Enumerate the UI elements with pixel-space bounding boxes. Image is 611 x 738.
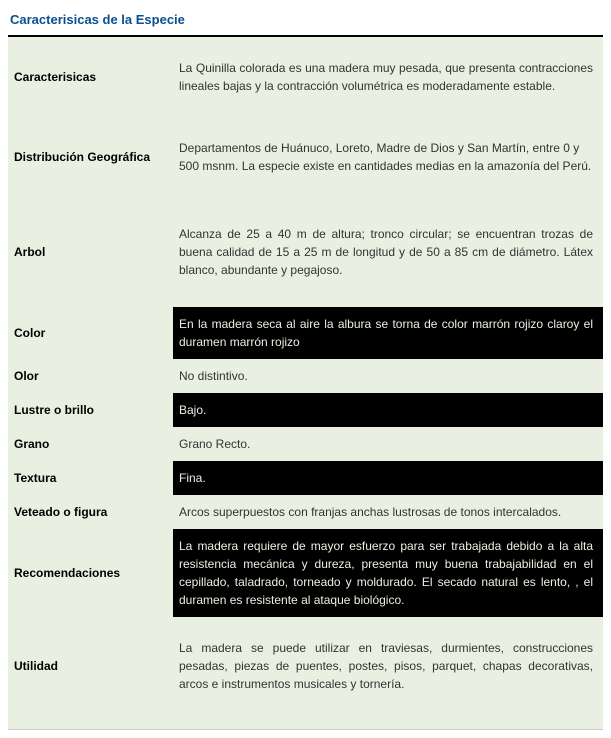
row-label: Arbol <box>8 197 173 307</box>
row-label: Utilidad <box>8 617 173 715</box>
row-value: Bajo. <box>173 393 603 427</box>
table-row: Distribución GeográficaDepartamentos de … <box>8 117 603 197</box>
row-value: Alcanza de 25 a 40 m de altura; tronco c… <box>173 197 603 307</box>
row-value: La Quinilla colorada es una madera muy p… <box>173 37 603 117</box>
table-row: Olor No distintivo. <box>8 359 603 393</box>
row-label: Caracterisicas <box>8 37 173 117</box>
row-value: No distintivo. <box>173 359 603 393</box>
section-title: Caracterisicas de la Especie <box>8 8 603 35</box>
species-table: CaracterisicasLa Quinilla colorada es un… <box>8 35 603 730</box>
table-row: CaracterisicasLa Quinilla colorada es un… <box>8 37 603 117</box>
table-row: GranoGrano Recto. <box>8 427 603 461</box>
row-label: Textura <box>8 461 173 495</box>
row-label: Olor <box>8 359 173 393</box>
table-footer-space <box>8 715 603 729</box>
row-label: Color <box>8 307 173 359</box>
row-value: Arcos superpuestos con franjas anchas lu… <box>173 495 603 529</box>
table-row: RecomendacionesLa madera requiere de may… <box>8 529 603 617</box>
table-row: ArbolAlcanza de 25 a 40 m de altura; tro… <box>8 197 603 307</box>
row-label: Veteado o figura <box>8 495 173 529</box>
row-label: Distribución Geográfica <box>8 117 173 197</box>
row-value: Departamentos de Huánuco, Loreto, Madre … <box>173 117 603 197</box>
table-row: Textura Fina. <box>8 461 603 495</box>
row-label: Lustre o brillo <box>8 393 173 427</box>
row-value: La madera se puede utilizar en traviesas… <box>173 617 603 715</box>
row-value: La madera requiere de mayor esfuerzo par… <box>173 529 603 617</box>
table-row: UtilidadLa madera se puede utilizar en t… <box>8 617 603 715</box>
row-value: En la madera seca al aire la albura se t… <box>173 307 603 359</box>
row-label: Grano <box>8 427 173 461</box>
table-row: Lustre o brillo Bajo. <box>8 393 603 427</box>
table-row: ColorEn la madera seca al aire la albura… <box>8 307 603 359</box>
table-row: Veteado o figura Arcos superpuestos con … <box>8 495 603 529</box>
row-value: Grano Recto. <box>173 427 603 461</box>
row-value: Fina. <box>173 461 603 495</box>
row-label: Recomendaciones <box>8 529 173 617</box>
